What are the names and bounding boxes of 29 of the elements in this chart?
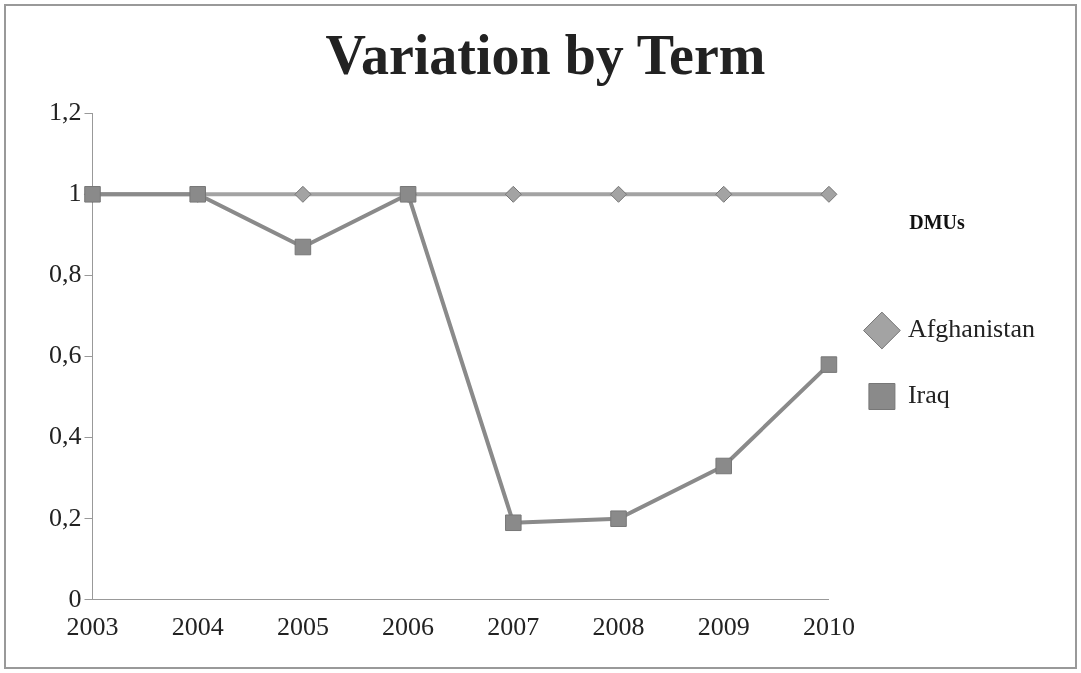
point — [505, 514, 522, 532]
y-tick-label: 0 — [68, 583, 82, 613]
x-tick-label: 2006 — [382, 612, 435, 642]
legend-label: Afghanistan — [907, 314, 1036, 344]
legend-label: Iraq — [907, 380, 950, 410]
y-tick-label: 0,6 — [49, 340, 82, 370]
point — [715, 457, 732, 475]
point — [610, 185, 628, 203]
point — [715, 185, 733, 203]
x-tick-label: 2010 — [802, 612, 855, 642]
x-tick-label: 2008 — [592, 612, 645, 642]
point — [294, 185, 312, 203]
y-tick-label: 0,8 — [49, 259, 82, 289]
point — [820, 185, 838, 203]
x-tick-label: 2004 — [171, 612, 224, 642]
y-tick-label: 1 — [68, 178, 82, 208]
point — [610, 510, 627, 527]
x-tick-label: 2007 — [487, 612, 540, 642]
chart-title: Variation by Term — [325, 24, 766, 87]
y-tick-label: 0,4 — [49, 421, 82, 451]
x-tick-label: 2003 — [66, 612, 119, 642]
x-tick-label: 2005 — [276, 612, 329, 642]
y-tick-label: 1,2 — [49, 97, 82, 127]
x-tick-label: 2009 — [697, 612, 750, 642]
legend-title: DMUs — [909, 210, 965, 233]
point — [820, 356, 838, 373]
point — [294, 238, 312, 256]
y-tick-label: 0,2 — [49, 502, 82, 532]
point — [504, 185, 522, 203]
